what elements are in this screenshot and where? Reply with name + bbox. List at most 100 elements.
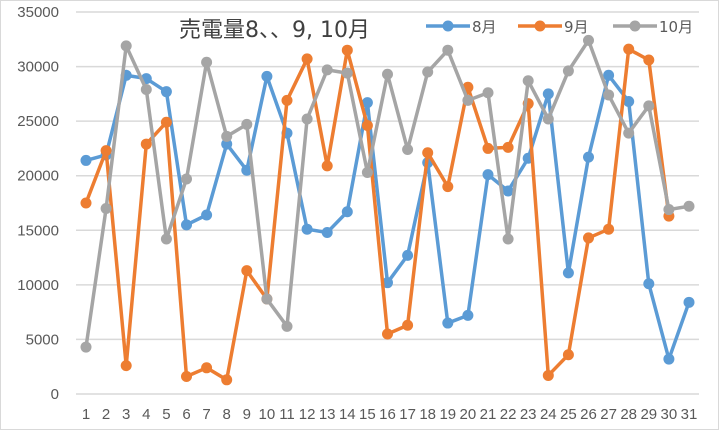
- legend-label: 10月: [659, 18, 693, 36]
- data-point-marker[interactable]: [422, 147, 434, 159]
- data-point-marker[interactable]: [160, 116, 172, 128]
- data-point-marker[interactable]: [482, 169, 494, 181]
- data-point-marker[interactable]: [502, 141, 514, 153]
- data-point-marker[interactable]: [160, 86, 172, 98]
- data-point-marker[interactable]: [623, 95, 635, 107]
- data-point-marker[interactable]: [542, 369, 554, 381]
- data-point-marker[interactable]: [502, 185, 514, 197]
- data-point-marker[interactable]: [623, 43, 635, 55]
- data-point-marker[interactable]: [301, 223, 313, 235]
- data-point-marker[interactable]: [281, 320, 293, 332]
- data-point-marker[interactable]: [502, 233, 514, 245]
- data-point-marker[interactable]: [120, 360, 132, 372]
- data-point-marker[interactable]: [643, 100, 655, 112]
- data-point-marker[interactable]: [140, 138, 152, 150]
- data-point-marker[interactable]: [583, 151, 594, 163]
- x-tick-label: 5: [162, 406, 170, 423]
- data-point-marker[interactable]: [321, 160, 333, 172]
- data-point-marker[interactable]: [643, 278, 655, 290]
- data-point-marker[interactable]: [120, 40, 132, 52]
- data-point-marker[interactable]: [683, 296, 695, 308]
- legend-marker-icon: [534, 20, 546, 32]
- x-tick-label: 20: [460, 406, 477, 423]
- data-point-marker[interactable]: [382, 68, 393, 80]
- data-point-marker[interactable]: [221, 130, 233, 142]
- data-point-marker[interactable]: [562, 267, 574, 279]
- data-point-marker[interactable]: [100, 202, 112, 214]
- data-point-marker[interactable]: [603, 69, 615, 81]
- data-point-marker[interactable]: [442, 317, 454, 329]
- series-line: [84, 38, 690, 348]
- data-point-marker[interactable]: [80, 154, 92, 166]
- data-point-marker[interactable]: [321, 226, 333, 238]
- data-point-marker[interactable]: [181, 219, 192, 231]
- data-point-marker[interactable]: [301, 53, 313, 65]
- data-point-marker[interactable]: [281, 94, 293, 106]
- data-point-marker[interactable]: [522, 75, 534, 87]
- data-point-marker[interactable]: [442, 181, 454, 193]
- data-point-marker[interactable]: [382, 277, 393, 289]
- data-point-marker[interactable]: [221, 374, 233, 386]
- data-point-marker[interactable]: [140, 83, 152, 95]
- data-point-marker[interactable]: [221, 138, 233, 150]
- data-point-marker[interactable]: [422, 66, 434, 78]
- data-point-marker[interactable]: [603, 89, 615, 101]
- data-point-marker[interactable]: [382, 328, 393, 340]
- data-point-marker[interactable]: [100, 145, 112, 157]
- data-point-marker[interactable]: [663, 353, 675, 365]
- legend-item-8[interactable]: 8月: [426, 18, 497, 36]
- data-point-marker[interactable]: [261, 70, 273, 82]
- data-point-marker[interactable]: [201, 56, 213, 68]
- data-point-marker[interactable]: [542, 113, 554, 125]
- data-point-marker[interactable]: [402, 319, 414, 331]
- data-point-marker[interactable]: [361, 120, 373, 132]
- data-point-marker[interactable]: [241, 265, 253, 277]
- legend-item-10[interactable]: 10月: [613, 18, 693, 36]
- x-tick-label: 28: [620, 406, 637, 423]
- data-point-marker[interactable]: [583, 232, 594, 244]
- data-point-marker[interactable]: [562, 65, 574, 77]
- data-point-marker[interactable]: [583, 34, 594, 46]
- x-tick-label: 9: [243, 406, 251, 423]
- data-point-marker[interactable]: [201, 209, 213, 221]
- data-point-marker[interactable]: [341, 44, 353, 56]
- data-point-marker[interactable]: [261, 293, 273, 305]
- data-point-marker[interactable]: [241, 118, 253, 130]
- data-point-marker[interactable]: [623, 127, 635, 139]
- data-point-marker[interactable]: [603, 223, 615, 235]
- x-tick-label: 31: [681, 406, 698, 423]
- data-point-marker[interactable]: [442, 44, 454, 56]
- data-point-marker[interactable]: [361, 97, 373, 109]
- data-point-marker[interactable]: [361, 166, 373, 178]
- data-point-marker[interactable]: [341, 206, 353, 218]
- data-point-marker[interactable]: [462, 94, 474, 106]
- data-point-marker[interactable]: [482, 87, 494, 99]
- data-point-marker[interactable]: [80, 197, 92, 209]
- data-point-marker[interactable]: [482, 142, 494, 154]
- data-point-marker[interactable]: [643, 54, 655, 66]
- data-point-marker[interactable]: [462, 309, 474, 321]
- data-point-marker[interactable]: [402, 249, 414, 261]
- x-tick-label: 14: [339, 406, 356, 423]
- data-point-marker[interactable]: [402, 144, 414, 156]
- data-point-marker[interactable]: [341, 67, 353, 79]
- data-point-marker[interactable]: [201, 362, 213, 374]
- legend-item-9[interactable]: 9月: [518, 18, 589, 36]
- x-tick-label: 10: [259, 406, 276, 423]
- data-point-marker[interactable]: [321, 64, 333, 76]
- data-point-marker[interactable]: [542, 88, 554, 100]
- data-point-marker[interactable]: [160, 233, 172, 245]
- data-point-marker[interactable]: [562, 349, 574, 361]
- x-tick-label: 13: [319, 406, 336, 423]
- x-tick-label: 26: [580, 406, 597, 423]
- x-tick-label: 30: [661, 406, 678, 423]
- data-point-marker[interactable]: [241, 164, 253, 176]
- x-tick-label: 6: [182, 406, 190, 423]
- data-point-marker[interactable]: [663, 204, 675, 216]
- data-point-marker[interactable]: [181, 371, 192, 383]
- data-point-marker[interactable]: [181, 173, 192, 185]
- data-point-marker[interactable]: [301, 113, 313, 125]
- data-point-marker[interactable]: [80, 341, 92, 353]
- data-point-marker[interactable]: [683, 200, 695, 212]
